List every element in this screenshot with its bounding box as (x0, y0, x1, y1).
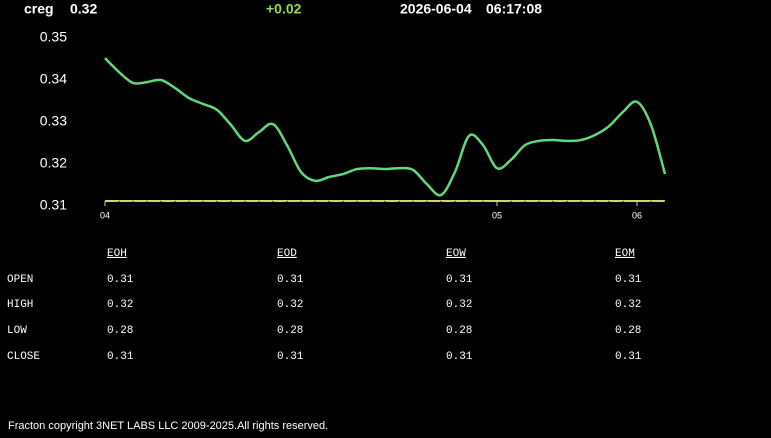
column-header: EOW (446, 248, 466, 260)
y-tick-label: 0.32 (40, 155, 67, 171)
cell: 0.32 (615, 299, 641, 311)
y-tick-label: 0.31 (40, 197, 67, 213)
cell: 0.31 (446, 274, 473, 286)
y-tick-label: 0.35 (40, 29, 67, 45)
cell: 0.31 (107, 351, 134, 363)
price: 0.32 (70, 1, 97, 17)
cell: 0.31 (615, 274, 642, 286)
cell: 0.31 (107, 274, 134, 286)
cell: 0.31 (277, 274, 304, 286)
column-header: EOM (615, 248, 635, 260)
footer: Fracton copyright 3NET LABS LLC 2009-202… (8, 420, 328, 432)
cell: 0.28 (277, 325, 303, 337)
row-label: HIGH (7, 299, 33, 311)
price-line (104, 57, 667, 197)
column-header: EOD (277, 248, 297, 260)
time: 06:17:08 (486, 1, 542, 17)
row-label: LOW (7, 325, 27, 337)
column-header: EOH (107, 248, 127, 260)
symbol: creg (24, 1, 54, 17)
x-tick-label: 05 (492, 210, 502, 220)
change: +0.02 (266, 1, 302, 17)
cell: 0.32 (277, 299, 303, 311)
cell: 0.32 (107, 299, 133, 311)
y-tick-label: 0.33 (40, 113, 67, 129)
cell: 0.31 (277, 351, 304, 363)
date: 2026-06-04 (400, 1, 472, 17)
cell: 0.28 (107, 325, 133, 337)
cell: 0.28 (615, 325, 641, 337)
cell: 0.32 (446, 299, 472, 311)
x-tick-label: 06 (632, 210, 642, 220)
x-tick-label: 04 (100, 210, 110, 220)
cell: 0.31 (446, 351, 473, 363)
row-label: OPEN (7, 274, 33, 286)
cell: 0.28 (446, 325, 472, 337)
y-tick-label: 0.34 (40, 71, 67, 87)
row-label: CLOSE (7, 351, 40, 363)
cell: 0.31 (615, 351, 642, 363)
